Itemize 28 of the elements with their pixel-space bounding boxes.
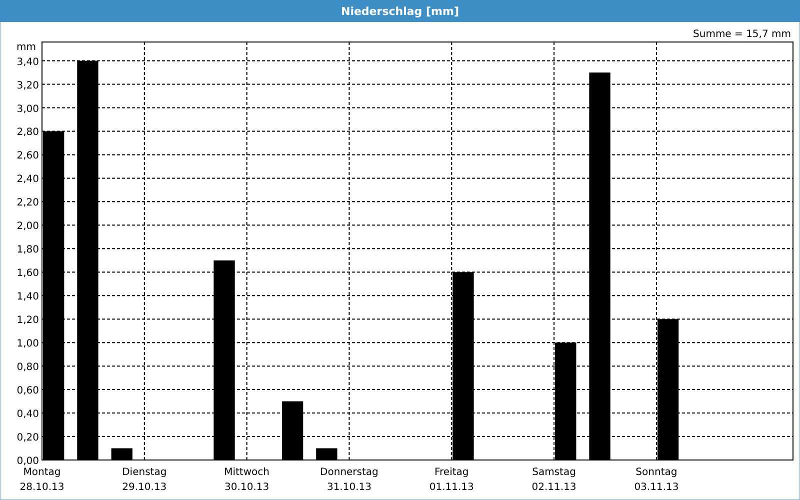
- y-tick-label: 2,40: [16, 174, 39, 186]
- y-tick-label: 1,80: [16, 244, 39, 256]
- y-tick-label: 0,40: [16, 409, 39, 420]
- x-tick-label: Freitag 01.11.13: [429, 467, 474, 493]
- x-tick-label: Mittwoch 30.10.13: [224, 467, 270, 493]
- x-tick-label: Samstag 02.11.13: [532, 467, 576, 493]
- y-tick-label: 0,60: [16, 386, 39, 397]
- y-axis-title: mm: [16, 42, 36, 53]
- y-tick-label: 2,00: [16, 221, 39, 232]
- y-tick-label: 1,40: [16, 292, 39, 303]
- y-tick-label: 1,60: [16, 268, 39, 280]
- y-tick-label: 3,20: [16, 80, 39, 92]
- x-tick-label: Dienstag 29.10.13: [122, 467, 167, 493]
- y-tick-label: 1,20: [16, 315, 39, 326]
- y-tick-label: 2,60: [16, 150, 39, 162]
- y-tick-label: 0,00: [16, 456, 39, 467]
- chart-title: Niederschlag [mm]: [341, 5, 459, 18]
- y-tick-label: 2,80: [16, 127, 39, 138]
- y-tick-label: 0,20: [16, 432, 39, 444]
- x-tick-label: Montag 28.10.13: [20, 467, 64, 493]
- y-tick-label: 3,40: [16, 56, 39, 68]
- y-tick-label: 0,80: [16, 362, 39, 374]
- y-tick-label: 3,00: [16, 104, 39, 115]
- x-tick-label: Donnerstag 31.10.13: [320, 467, 378, 493]
- y-tick-label: 2,20: [16, 198, 39, 209]
- x-tick-label: Sonntag 03.11.13: [634, 467, 679, 493]
- y-tick-label: 1,00: [16, 338, 39, 350]
- text: Summe = 15,7 mm: [693, 29, 791, 40]
